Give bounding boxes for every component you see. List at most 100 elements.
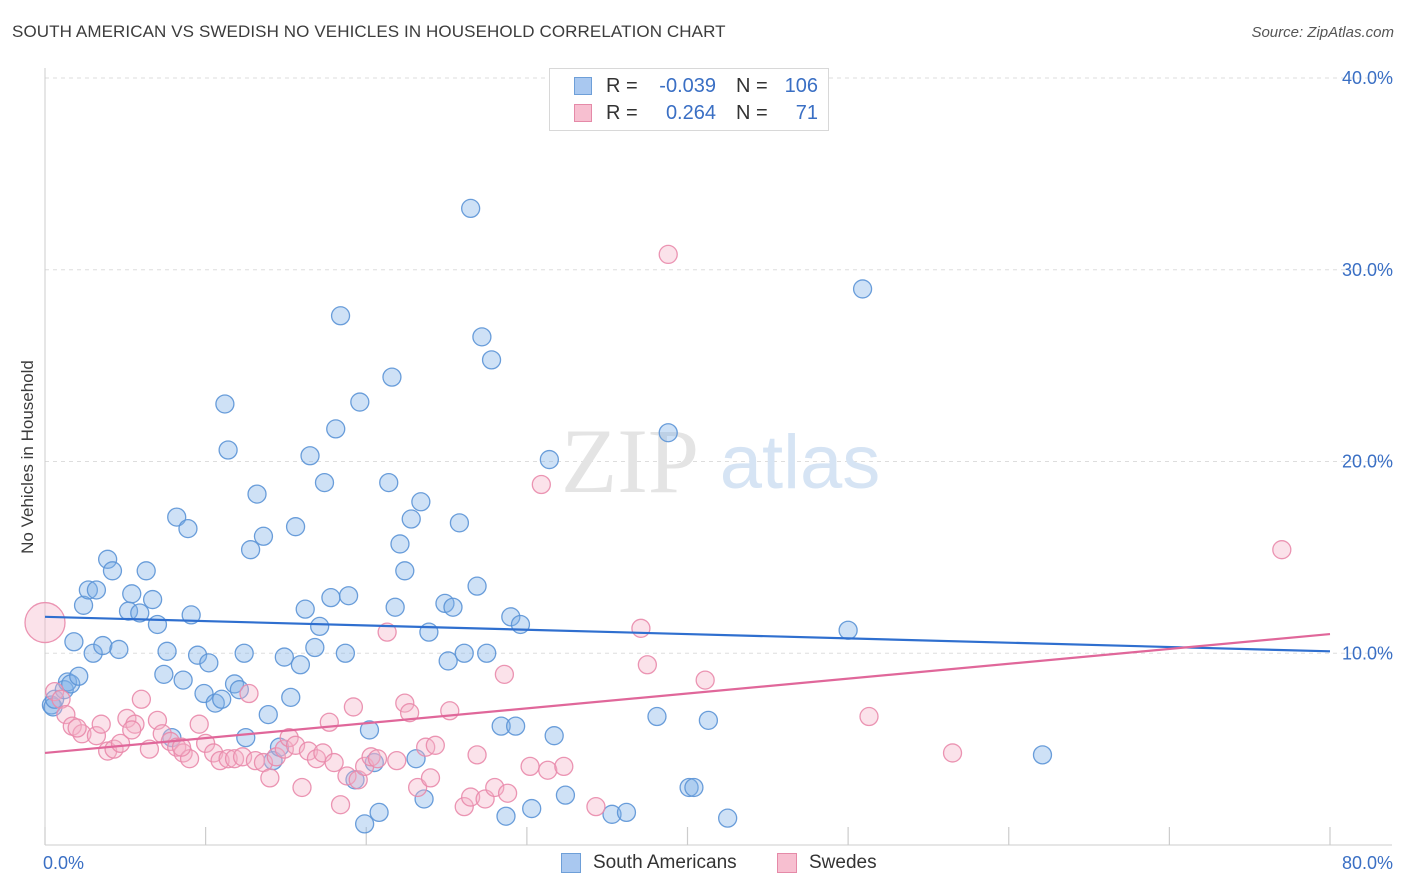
data-point bbox=[44, 681, 65, 702]
series-label-south-americans: South Americans bbox=[593, 852, 737, 873]
data-point bbox=[461, 198, 481, 219]
data-point bbox=[505, 716, 526, 736]
legend-n-label: N = bbox=[736, 74, 768, 97]
data-point bbox=[78, 580, 99, 600]
data-point bbox=[51, 689, 71, 709]
data-point bbox=[290, 655, 311, 675]
trend-line bbox=[44, 615, 1331, 653]
data-point bbox=[481, 350, 502, 370]
data-point bbox=[420, 768, 441, 788]
data-point bbox=[314, 472, 335, 493]
data-point bbox=[658, 244, 678, 265]
y-tick-label: 30.0% bbox=[1342, 260, 1393, 280]
data-point bbox=[337, 766, 357, 786]
data-point bbox=[266, 747, 286, 767]
data-point bbox=[305, 637, 325, 658]
data-point bbox=[154, 664, 174, 684]
data-point bbox=[234, 643, 254, 663]
data-point bbox=[178, 518, 198, 539]
trend-lines bbox=[44, 615, 1331, 755]
data-point bbox=[240, 540, 261, 560]
data-point bbox=[647, 706, 667, 727]
data-point bbox=[73, 595, 94, 615]
source-label: Source: ZipAtlas.com bbox=[1251, 24, 1394, 41]
data-point bbox=[324, 752, 344, 773]
legend-swatch-south-americans bbox=[574, 77, 592, 95]
watermark-zip: ZIP bbox=[561, 410, 699, 512]
data-point bbox=[586, 797, 606, 817]
data-point bbox=[631, 618, 651, 638]
series-legend-south-americans[interactable]: South Americans bbox=[561, 852, 737, 874]
data-point bbox=[109, 639, 129, 660]
data-point bbox=[496, 806, 516, 826]
data-point bbox=[520, 756, 540, 777]
data-point bbox=[554, 756, 574, 777]
data-point bbox=[390, 534, 410, 554]
x-tick-label: 0.0% bbox=[43, 853, 84, 873]
data-point bbox=[204, 743, 224, 763]
series-legend: South Americans Swedes bbox=[0, 852, 1406, 878]
data-point bbox=[419, 622, 439, 642]
data-point bbox=[367, 749, 388, 769]
data-point bbox=[449, 513, 470, 533]
legend-r-label: R = bbox=[606, 74, 638, 97]
data-point bbox=[281, 687, 301, 708]
data-point bbox=[64, 632, 84, 652]
data-point bbox=[379, 472, 399, 493]
data-point bbox=[319, 712, 339, 732]
data-point bbox=[359, 720, 380, 740]
data-point bbox=[83, 643, 103, 663]
data-point bbox=[1032, 745, 1053, 765]
data-point bbox=[852, 279, 873, 299]
data-point bbox=[544, 726, 564, 746]
data-point bbox=[310, 616, 330, 637]
data-point bbox=[224, 749, 245, 769]
data-point bbox=[239, 683, 259, 704]
data-point bbox=[247, 484, 267, 504]
data-point bbox=[472, 327, 492, 347]
data-point bbox=[407, 777, 428, 798]
data-point bbox=[157, 641, 177, 661]
data-point bbox=[245, 750, 266, 771]
data-point bbox=[354, 814, 375, 834]
data-point bbox=[136, 561, 156, 581]
data-point bbox=[187, 645, 208, 665]
data-point bbox=[171, 737, 192, 757]
data-point bbox=[181, 605, 201, 625]
data-point bbox=[298, 741, 319, 761]
data-point bbox=[69, 666, 89, 686]
data-point bbox=[425, 735, 445, 755]
data-point bbox=[555, 785, 576, 805]
data-point bbox=[859, 706, 879, 727]
data-point bbox=[477, 643, 497, 663]
data-point bbox=[130, 603, 150, 623]
y-tick-label: 20.0% bbox=[1342, 452, 1393, 472]
data-point bbox=[338, 586, 359, 606]
data-point bbox=[295, 599, 315, 619]
data-point bbox=[501, 607, 521, 627]
legend-swatch-swedes bbox=[574, 104, 592, 122]
data-point bbox=[491, 716, 511, 736]
data-point bbox=[602, 804, 622, 824]
data-point bbox=[212, 689, 232, 709]
data-point bbox=[382, 367, 402, 387]
chart-title: SOUTH AMERICAN VS SWEDISH NO VEHICLES IN… bbox=[12, 22, 726, 41]
series-swatch-south-americans bbox=[561, 853, 581, 873]
data-point bbox=[401, 509, 421, 529]
series-legend-swedes[interactable]: Swedes bbox=[777, 852, 877, 874]
data-point bbox=[461, 787, 481, 807]
x-tick-label: 80.0% bbox=[1342, 853, 1393, 873]
gridlines bbox=[45, 77, 1392, 654]
data-point bbox=[684, 777, 704, 798]
data-point bbox=[494, 664, 515, 684]
data-point bbox=[718, 808, 738, 828]
data-point bbox=[467, 576, 487, 596]
data-point bbox=[279, 727, 299, 748]
data-point bbox=[61, 674, 81, 694]
legend-row-swedes: R = 0.264 N = 71 bbox=[574, 102, 818, 124]
data-point bbox=[395, 561, 415, 581]
data-point bbox=[300, 446, 320, 466]
data-point bbox=[679, 777, 699, 798]
data-point bbox=[330, 306, 351, 326]
data-point bbox=[531, 474, 551, 495]
